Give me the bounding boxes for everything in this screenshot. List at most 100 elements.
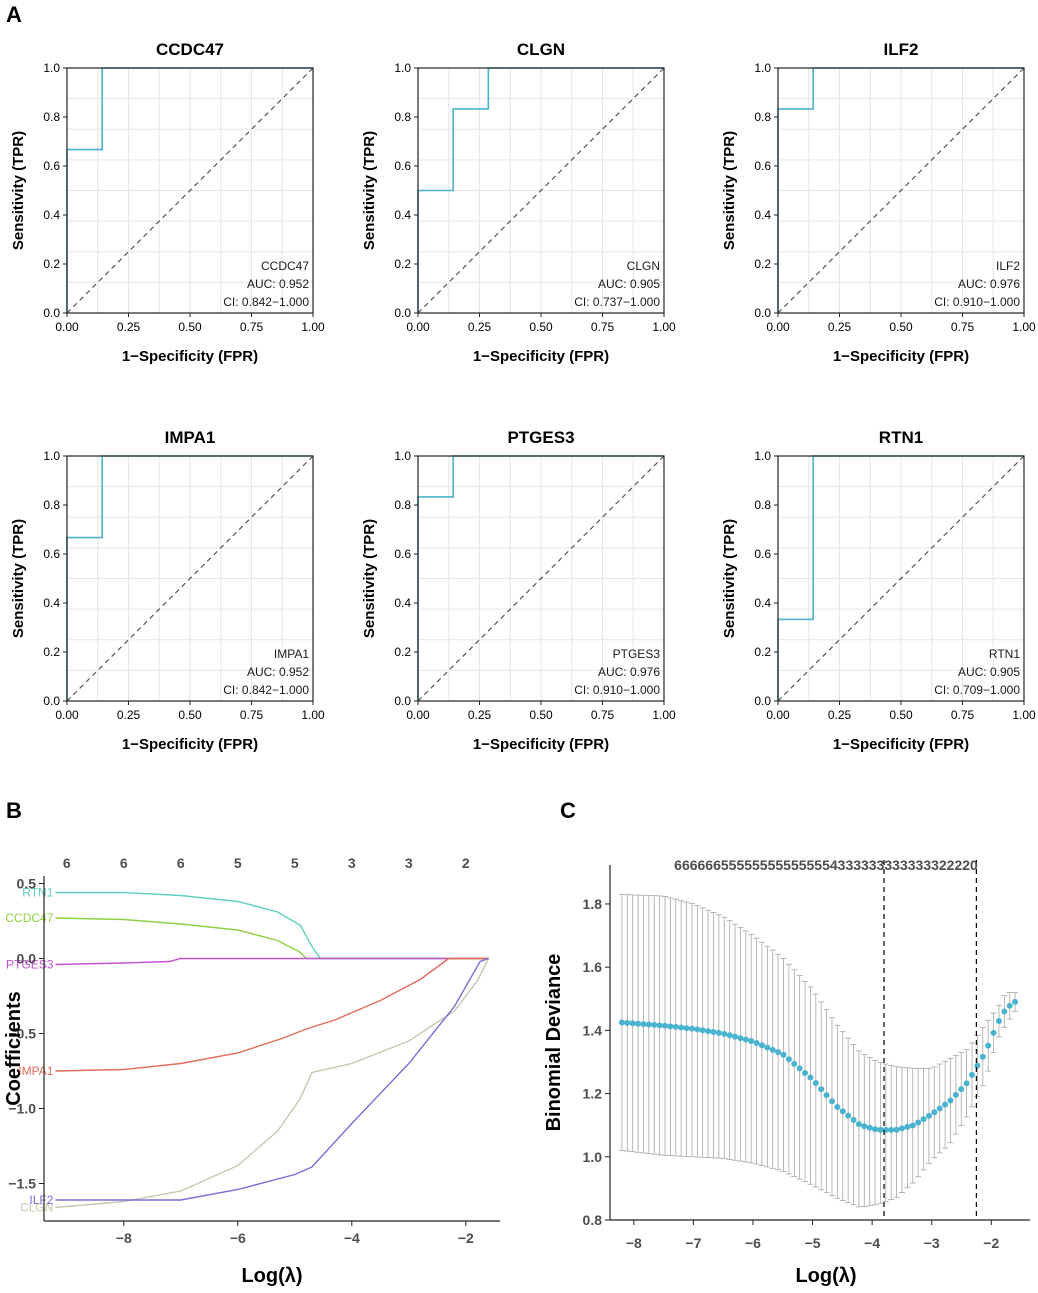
coef-label-ptges3: PTGES3 xyxy=(6,958,54,972)
deviance-point xyxy=(990,1029,997,1036)
deviance-point xyxy=(985,1042,992,1049)
x-tick-label: −3 xyxy=(924,1235,940,1251)
y-tick-label: 0.2 xyxy=(394,257,411,271)
deviance-point xyxy=(839,1108,846,1115)
y-tick-label: 0.0 xyxy=(43,306,60,320)
y-tick-label: 0.6 xyxy=(754,547,771,561)
x-tick-label: −4 xyxy=(344,1230,360,1246)
x-axis-label: 1−Specificity (FPR) xyxy=(122,736,258,753)
x-axis-label: 1−Specificity (FPR) xyxy=(833,348,969,365)
roc-title: CCDC47 xyxy=(156,40,224,59)
deviance-point xyxy=(974,1062,981,1069)
annotation-gene: CCDC47 xyxy=(261,259,309,273)
y-axis-label: Binomial Deviance xyxy=(543,954,565,1132)
deviance-point xyxy=(780,1051,787,1058)
deviance-point xyxy=(710,1028,717,1035)
coef-label-rtn1: RTN1 xyxy=(22,886,53,900)
x-axis-label: Log(λ) xyxy=(795,1265,856,1287)
deviance-point xyxy=(705,1028,712,1035)
x-tick-label: 0.50 xyxy=(889,320,913,334)
deviance-point xyxy=(969,1071,976,1078)
x-tick-label: 1.00 xyxy=(301,708,325,722)
deviance-point xyxy=(683,1025,690,1032)
deviance-point xyxy=(662,1022,669,1029)
deviance-point xyxy=(721,1030,728,1037)
y-tick-label: 0.6 xyxy=(43,159,60,173)
x-tick-label: 0.25 xyxy=(468,708,492,722)
coef-label-impa1: IMPA1 xyxy=(18,1064,53,1078)
x-tick-label: 1.00 xyxy=(301,320,325,334)
y-tick-label: 1.0 xyxy=(43,61,60,75)
y-tick-label: 0.2 xyxy=(43,645,60,659)
top-axis-label: 666666555555555555554333333333333322220 xyxy=(674,857,978,873)
x-tick-label: −2 xyxy=(983,1235,999,1251)
deviance-point xyxy=(995,1018,1002,1025)
roc-panel-ptges3: PTGES3 0.00 0.25 0.50 0.75 1.00 0.0 0.2 0.4 0.6 0.… xyxy=(361,428,676,753)
deviance-point xyxy=(931,1109,938,1116)
y-tick-label: 0.0 xyxy=(754,306,771,320)
y-tick-label: −1.5 xyxy=(8,1176,36,1192)
panel-label-b: B xyxy=(6,798,22,823)
x-axis-label: 1−Specificity (FPR) xyxy=(833,736,969,753)
deviance-point xyxy=(785,1056,792,1063)
roc-panel-impa1: IMPA1 0.00 0.25 0.50 0.75 1.00 0.0 0.2 0.4 0.6 0.8… xyxy=(10,428,325,753)
deviance-point xyxy=(818,1086,825,1093)
deviance-point xyxy=(678,1024,685,1031)
coef-label-ccdc47: CCDC47 xyxy=(5,911,53,925)
deviance-point xyxy=(855,1121,862,1128)
x-tick-label: 0.00 xyxy=(55,320,79,334)
x-tick-label: 0.25 xyxy=(828,320,852,334)
deviance-point xyxy=(742,1036,749,1043)
annotation-ci: CI: 0.910−1.000 xyxy=(934,295,1020,309)
deviance-point xyxy=(764,1044,771,1051)
y-tick-label: −0.5 xyxy=(8,1026,36,1042)
roc-panel-ccdc47: CCDC47 0.00 0.25 0.50 0.75 1.00 0.0 0.2 0.4 0.6 0.… xyxy=(10,40,325,365)
roc-title: IMPA1 xyxy=(165,428,216,447)
deviance-point xyxy=(861,1123,868,1130)
x-tick-label: −6 xyxy=(745,1235,761,1251)
annotation-gene: CLGN xyxy=(627,259,660,273)
deviance-point xyxy=(866,1124,873,1131)
x-axis-label: 1−Specificity (FPR) xyxy=(122,348,258,365)
deviance-point xyxy=(920,1116,927,1123)
x-tick-label: 0.00 xyxy=(55,708,79,722)
y-tick-label: 0.0 xyxy=(394,694,411,708)
y-tick-label: 1.0 xyxy=(583,1149,603,1165)
y-tick-label: 1.0 xyxy=(394,449,411,463)
x-tick-label: 0.75 xyxy=(951,320,975,334)
x-tick-label: 0.00 xyxy=(766,320,790,334)
annotation-ci: CI: 0.842−1.000 xyxy=(223,683,309,697)
top-axis-label: 6 xyxy=(177,855,185,871)
deviance-point xyxy=(888,1126,895,1133)
y-tick-label: 0.2 xyxy=(754,257,771,271)
deviance-point xyxy=(952,1091,959,1098)
coef-label-clgn: CLGN xyxy=(20,1201,53,1215)
deviance-point xyxy=(979,1053,986,1060)
diagonal-reference-line xyxy=(66,455,314,702)
top-axis-label: 6 xyxy=(63,855,71,871)
deviance-point xyxy=(715,1029,722,1036)
y-tick-label: 1.0 xyxy=(43,449,60,463)
x-axis-label: Log(λ) xyxy=(241,1265,302,1287)
coef-path-impa1 xyxy=(55,957,489,1072)
deviance-point xyxy=(802,1069,809,1076)
deviance-point xyxy=(915,1119,922,1126)
x-tick-label: 0.25 xyxy=(828,708,852,722)
top-axis-label: 2 xyxy=(462,855,470,871)
annotation-ci: CI: 0.709−1.000 xyxy=(934,683,1020,697)
y-tick-label: 0.0 xyxy=(43,694,60,708)
y-tick-label: 0.5 xyxy=(17,876,37,892)
deviance-point xyxy=(629,1020,636,1027)
annotation-auc: AUC: 0.905 xyxy=(598,277,660,291)
deviance-point xyxy=(893,1126,900,1133)
deviance-point xyxy=(1006,1002,1013,1009)
deviance-point xyxy=(963,1080,970,1087)
x-tick-label: −5 xyxy=(805,1235,821,1251)
annotation-auc: AUC: 0.952 xyxy=(247,277,309,291)
y-tick-label: 0.4 xyxy=(394,596,411,610)
y-tick-label: 0.0 xyxy=(394,306,411,320)
y-tick-label: 1.6 xyxy=(583,959,603,975)
deviance-point xyxy=(699,1027,706,1034)
y-tick-label: 0.8 xyxy=(43,498,60,512)
